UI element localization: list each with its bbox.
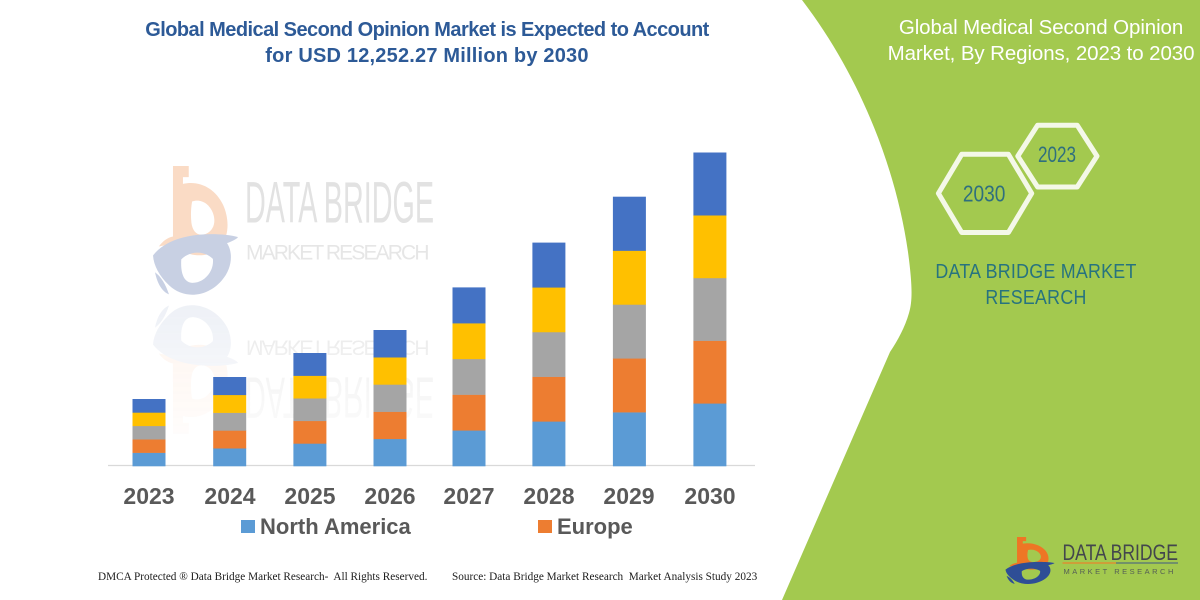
svg-text:MARKET RESEARCH: MARKET RESEARCH bbox=[1064, 567, 1177, 576]
svg-text:DATA BRIDGE: DATA BRIDGE bbox=[1063, 540, 1179, 565]
svg-text:2023: 2023 bbox=[1038, 142, 1076, 167]
svg-text:2030: 2030 bbox=[963, 181, 1006, 207]
